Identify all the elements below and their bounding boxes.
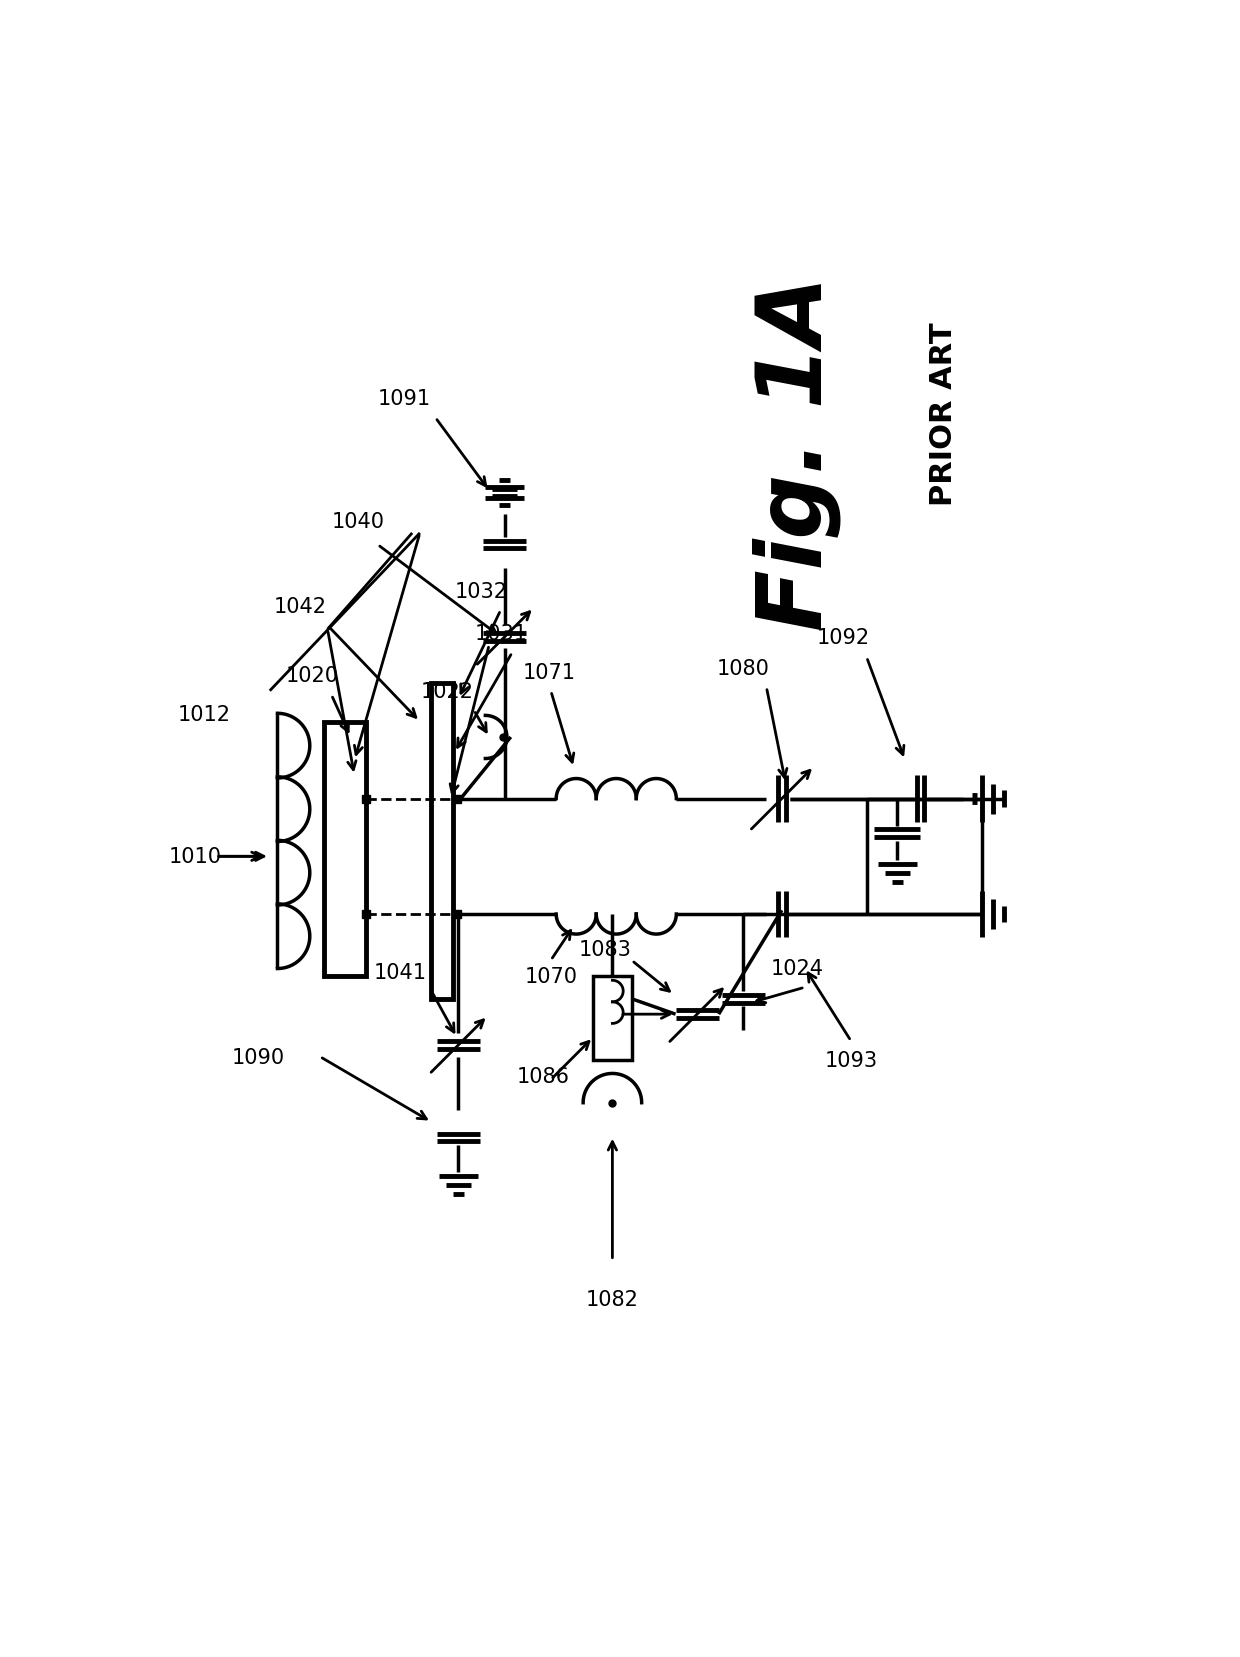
Text: 1012: 1012 [177,704,231,724]
Text: 1090: 1090 [232,1047,285,1067]
Text: 1041: 1041 [374,963,427,983]
Text: 1092: 1092 [817,628,870,648]
Text: Fig. 1A: Fig. 1A [753,275,842,630]
Bar [432,684,453,999]
Text: 1080: 1080 [717,658,770,678]
Text: 1024: 1024 [771,958,823,978]
Text: 1010: 1010 [169,847,222,867]
Text: 1086: 1086 [517,1065,569,1085]
Text: 1091: 1091 [378,389,432,409]
Text: 1042: 1042 [274,597,327,616]
Text: 1082: 1082 [587,1289,639,1309]
Bar [593,976,631,1060]
Text: 1022: 1022 [420,681,474,701]
Text: 1071: 1071 [523,663,575,683]
Text: 1070: 1070 [525,966,578,986]
Text: 1032: 1032 [455,582,508,601]
Text: 1083: 1083 [578,940,631,959]
Text: 1093: 1093 [825,1051,878,1070]
Text: 1020: 1020 [285,666,339,686]
Text: 1031: 1031 [474,623,527,643]
Text: 1040: 1040 [332,512,384,532]
Text: PRIOR ART: PRIOR ART [929,323,959,505]
Bar [324,722,366,976]
